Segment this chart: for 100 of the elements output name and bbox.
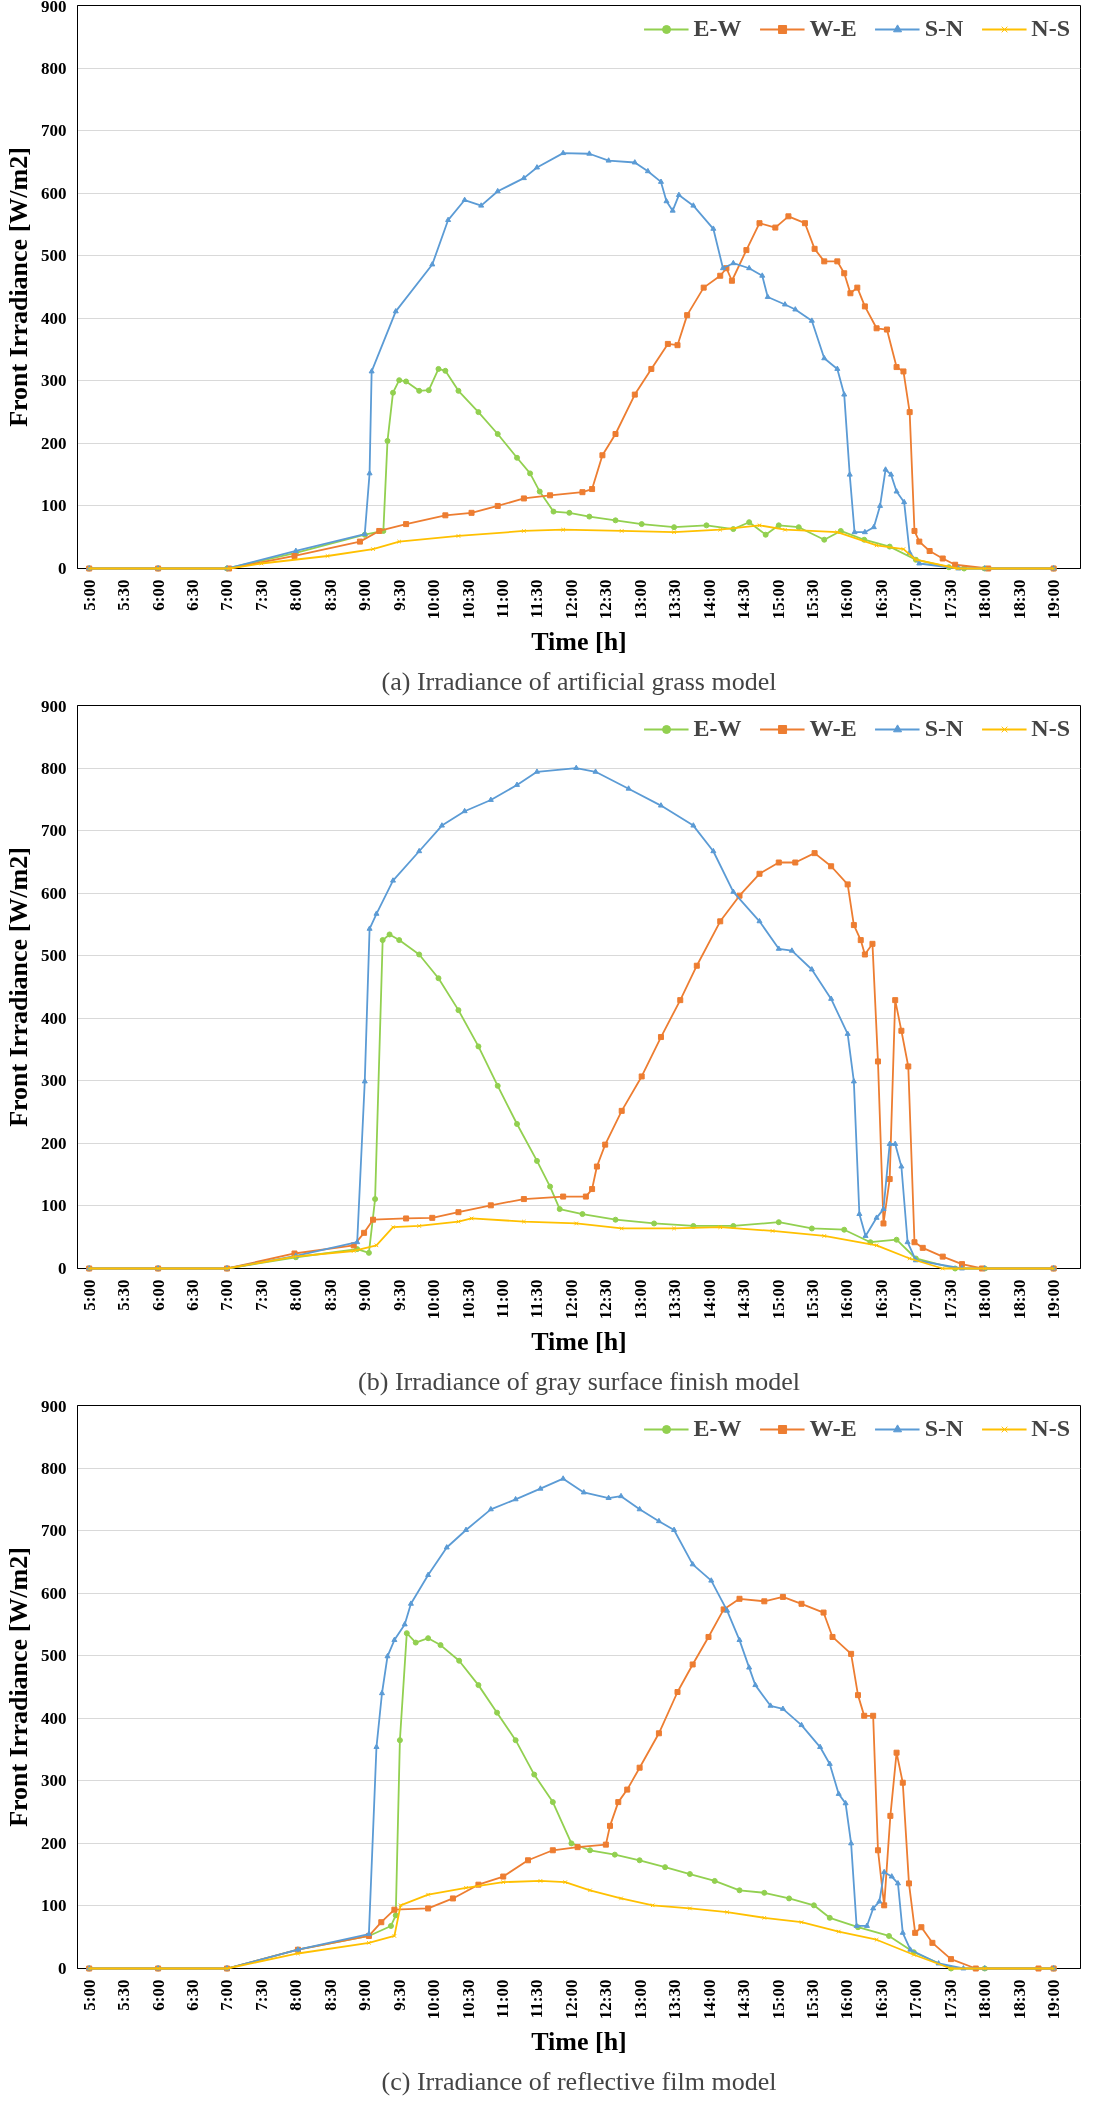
x-tick-label: 15:00 (768, 1979, 788, 2020)
y-axis-title: Front Irradiance [W/m2] (4, 147, 33, 427)
x-tick-label: 16:00 (837, 1279, 857, 1320)
x-tick-label: 10:00 (424, 579, 444, 620)
x-tick-label: 15:30 (803, 579, 823, 620)
x-tick-label: 15:30 (803, 1979, 823, 2020)
x-tick-label: 8:30 (320, 1979, 340, 2011)
x-tick-label: 19:00 (1044, 579, 1064, 620)
x-tick-label: 18:00 (975, 1279, 995, 1320)
x-tick-label: 14:30 (734, 1979, 754, 2020)
y-tick-label: 0 (58, 559, 67, 578)
y-tick-label: 800 (41, 58, 67, 78)
y-tick-label: 400 (41, 1008, 67, 1028)
x-tick-label: 16:30 (871, 1279, 891, 1320)
y-tick-label: 100 (41, 1896, 67, 1916)
y-tick-label: 500 (41, 246, 67, 266)
y-tick-label: 700 (41, 1521, 67, 1541)
x-tick-label: 17:00 (906, 1979, 926, 2020)
x-tick-label: 9:30 (389, 579, 409, 611)
x-tick-label: 10:00 (424, 1279, 444, 1320)
x-tick-label: 14:00 (699, 1979, 719, 2020)
y-tick-label: 600 (41, 183, 67, 203)
x-tick-label: 7:30 (251, 1279, 271, 1311)
x-tick-label: 12:00 (561, 1279, 581, 1320)
x-tick-label: 9:30 (389, 1979, 409, 2011)
y-tick-label: 200 (41, 433, 67, 453)
x-tick-label: 8:00 (286, 579, 306, 611)
x-tick-label: 7:30 (251, 1979, 271, 2011)
x-tick-label: 5:30 (114, 579, 134, 611)
x-tick-label: 11:30 (527, 579, 547, 619)
text: (b) Irradiance of gray surface finish model (358, 1366, 800, 1396)
x-tick-label: 17:30 (940, 1979, 960, 2020)
x-tick-label: 13:30 (665, 1279, 685, 1320)
x-tick-label: 17:00 (906, 1279, 926, 1320)
x-tick-label: 6:30 (183, 1279, 203, 1311)
legend-label: E-W (693, 15, 742, 42)
y-tick-label: 0 (58, 1259, 67, 1278)
x-tick-label: 9:00 (355, 579, 375, 611)
x-tick-label: 12:30 (596, 1979, 616, 2020)
x-tick-label: 13:00 (630, 579, 650, 620)
y-tick-label: 500 (41, 1646, 67, 1666)
x-tick-label: 14:00 (699, 579, 719, 620)
x-tick-label: 11:30 (527, 1979, 547, 2019)
text: (c) Irradiance of reflective film model (381, 2066, 777, 2096)
y-tick-label: 300 (41, 1771, 67, 1791)
legend-label: W-E (809, 15, 857, 42)
x-tick-label: 18:30 (1009, 579, 1029, 620)
x-tick-label: 8:00 (286, 1279, 306, 1311)
x-tick-label: 6:00 (148, 579, 168, 611)
x-tick-label: 18:30 (1009, 1279, 1029, 1320)
x-tick-label: 12:00 (561, 579, 581, 620)
x-tick-label: 8:30 (320, 1279, 340, 1311)
y-tick-label: 200 (41, 1833, 67, 1853)
y-axis-title: Front Irradiance [W/m2] (4, 1547, 33, 1827)
x-tick-label: 18:00 (975, 579, 995, 620)
x-tick-label: 11:30 (527, 1279, 547, 1319)
legend-label: N-S (1031, 15, 1070, 42)
x-tick-label: 18:00 (975, 1979, 995, 2020)
y-tick-label: 900 (41, 696, 67, 716)
legend-label: E-W (693, 1415, 742, 1442)
x-tick-label: 5:30 (114, 1979, 134, 2011)
x-tick-label: 13:30 (665, 579, 685, 620)
x-tick-label: 8:30 (320, 579, 340, 611)
y-tick-label: 900 (41, 1396, 67, 1416)
y-tick-label: 500 (41, 946, 67, 966)
y-tick-label: 100 (41, 1196, 67, 1216)
y-tick-label: 600 (41, 1583, 67, 1603)
y-tick-label: 200 (41, 1133, 67, 1153)
x-tick-label: 14:30 (734, 1279, 754, 1320)
x-tick-label: 11:00 (493, 1279, 513, 1319)
y-tick-label: 0 (58, 1959, 67, 1978)
x-tick-label: 12:30 (596, 1279, 616, 1320)
y-axis-title: Front Irradiance [W/m2] (4, 847, 33, 1127)
x-tick-label: 10:00 (424, 1979, 444, 2020)
x-tick-label: 13:30 (665, 1979, 685, 2020)
x-tick-label: 7:00 (217, 1979, 237, 2011)
y-tick-label: 300 (41, 371, 67, 391)
x-axis-title: Time [h] (531, 1327, 627, 1357)
legend-label: W-E (809, 1415, 857, 1442)
x-tick-label: 15:00 (768, 579, 788, 620)
legend-label: S-N (924, 15, 964, 42)
x-tick-label: 10:30 (458, 579, 478, 620)
y-tick-label: 800 (41, 1458, 67, 1478)
x-tick-label: 18:30 (1009, 1979, 1029, 2020)
x-tick-label: 7:00 (217, 579, 237, 611)
x-tick-label: 5:00 (79, 579, 99, 611)
x-tick-label: 12:00 (561, 1979, 581, 2020)
x-axis-title: Time [h] (531, 627, 627, 657)
legend-label: N-S (1031, 1415, 1070, 1442)
x-tick-label: 13:00 (630, 1979, 650, 2020)
x-tick-label: 8:00 (286, 1979, 306, 2011)
x-tick-label: 6:30 (183, 579, 203, 611)
x-tick-label: 11:00 (493, 579, 513, 619)
y-tick-label: 100 (41, 496, 67, 516)
x-tick-label: 13:00 (630, 1279, 650, 1320)
x-tick-label: 15:00 (768, 1279, 788, 1320)
legend-label: W-E (809, 715, 857, 742)
x-tick-label: 14:00 (699, 1279, 719, 1320)
x-tick-label: 17:00 (906, 579, 926, 620)
x-tick-label: 7:00 (217, 1279, 237, 1311)
